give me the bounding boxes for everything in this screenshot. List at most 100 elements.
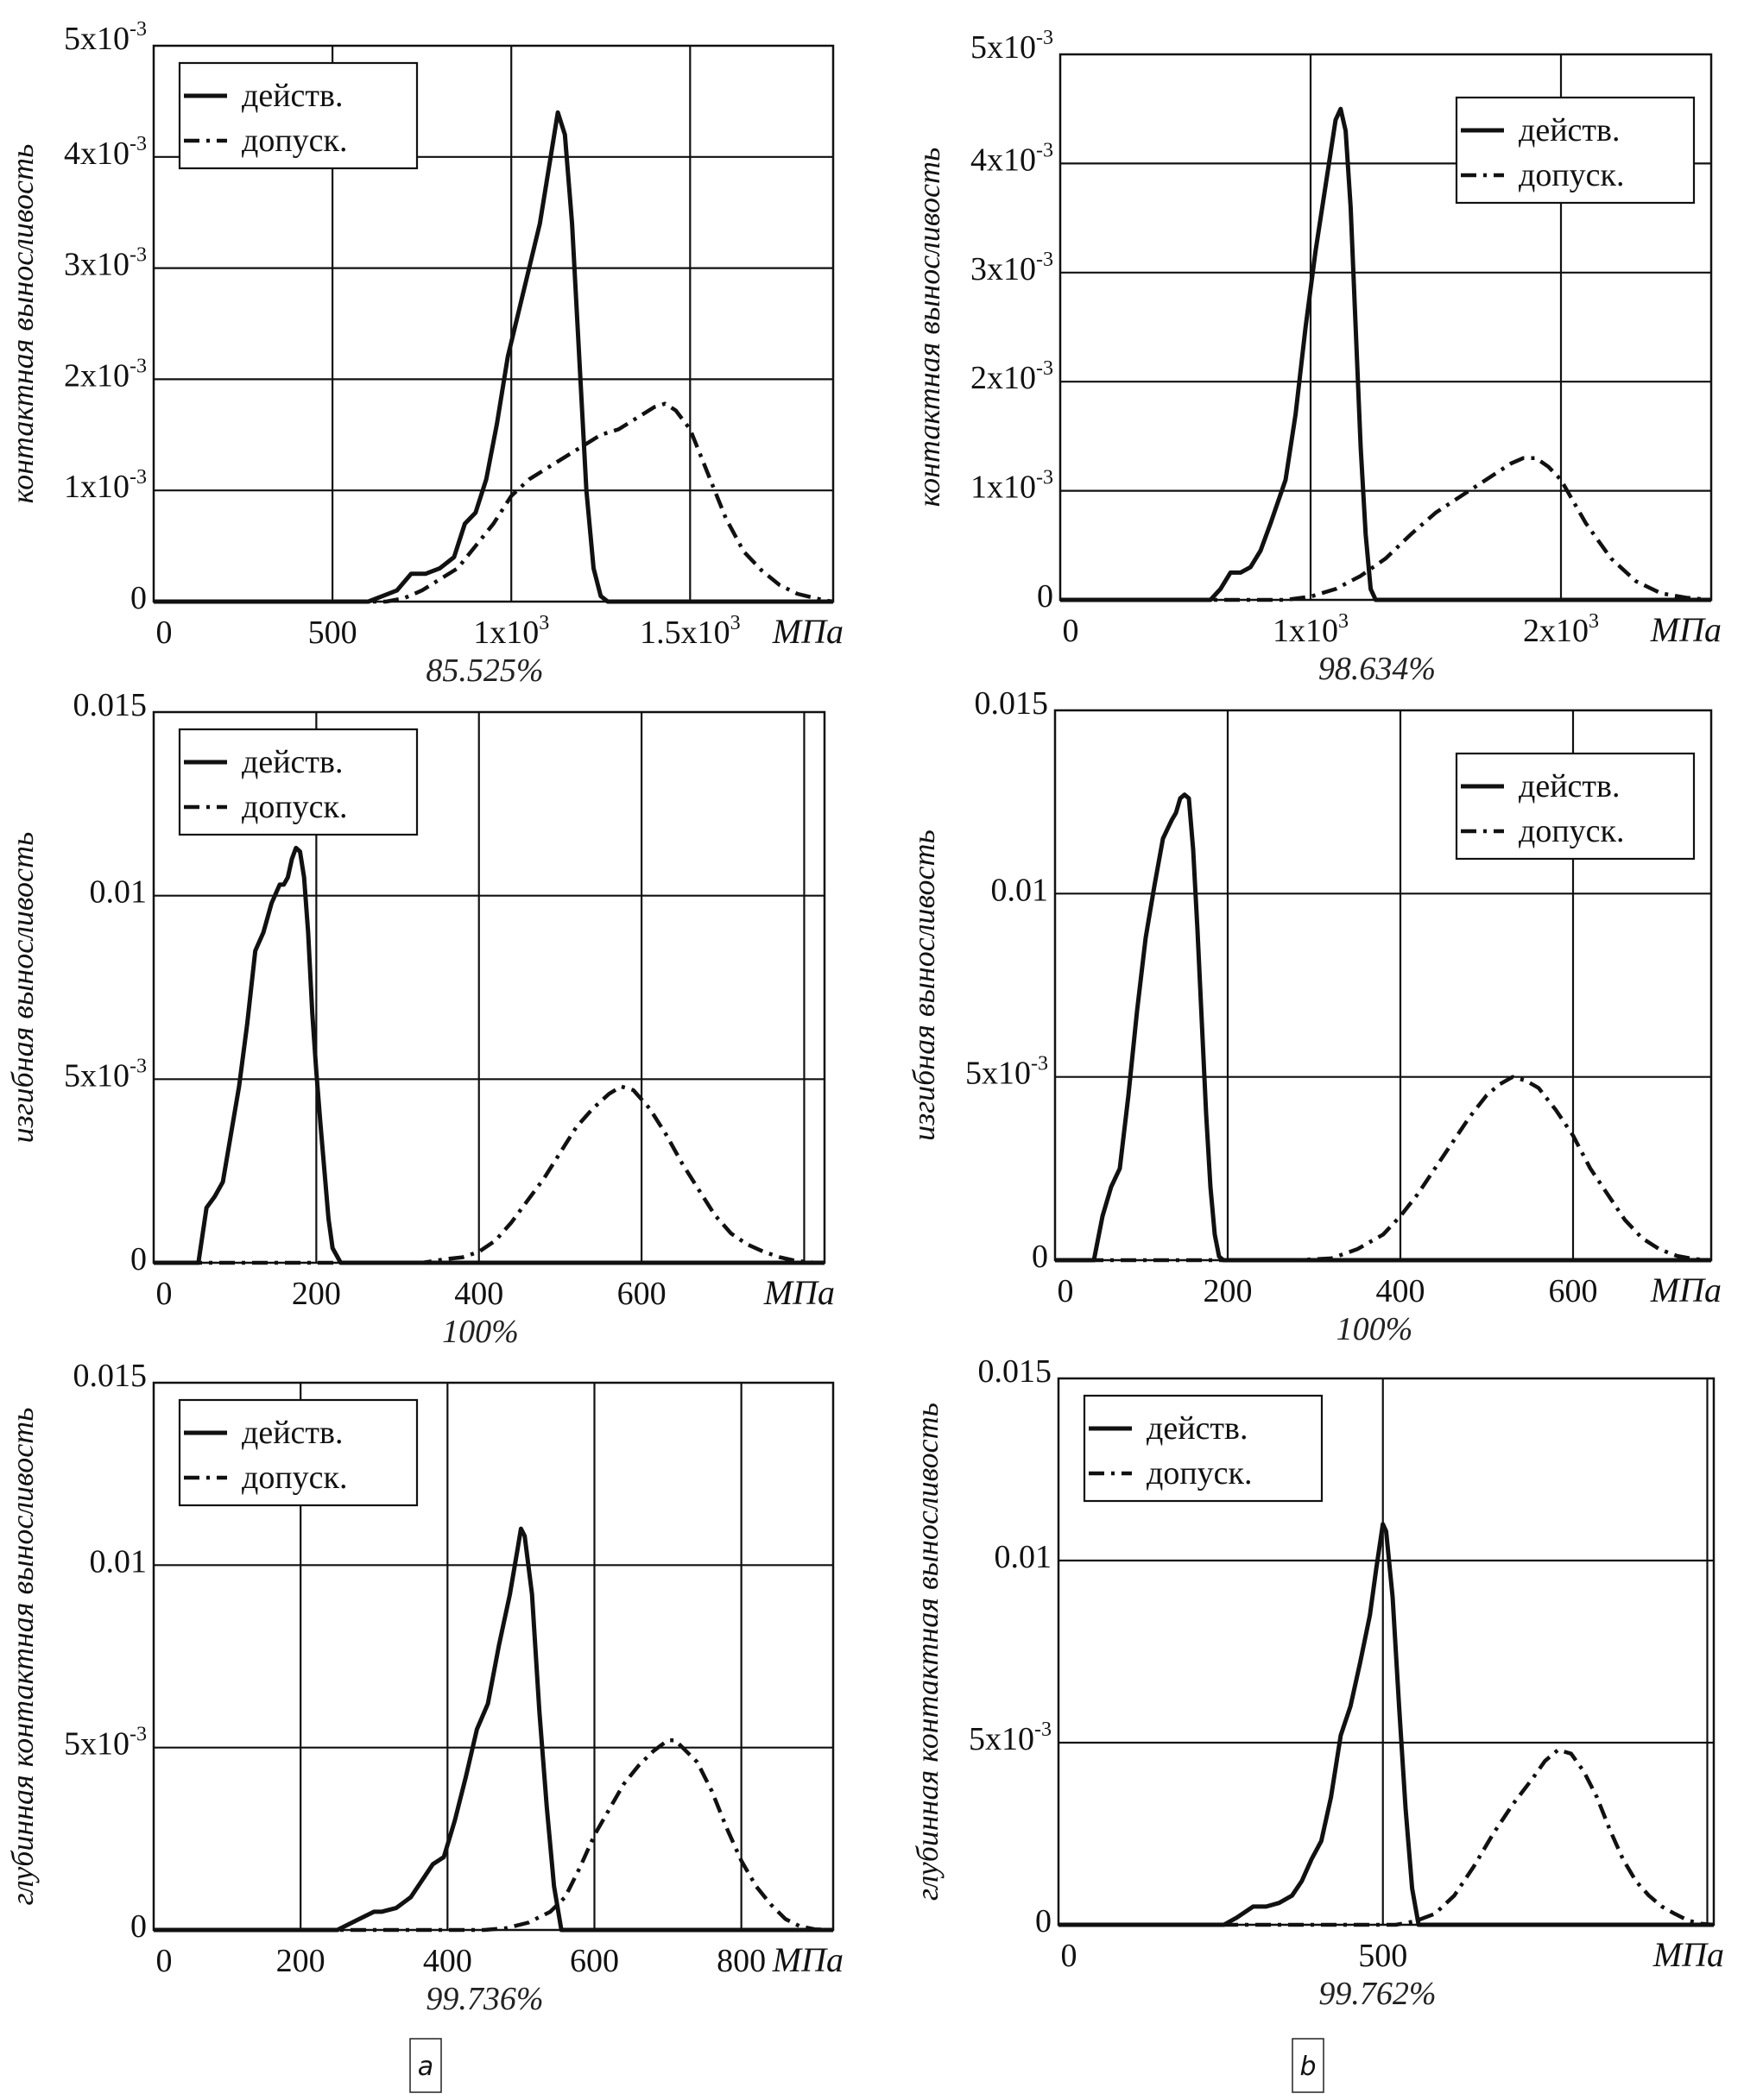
y-tick-label: 4x10-3 — [970, 139, 1053, 178]
panel-tag-label: b — [1299, 2052, 1316, 2082]
x-tick-label: 1x103 — [1273, 610, 1349, 649]
legend-box — [1455, 752, 1696, 861]
chart-panel-a-1: 0 1x10-3 2x10-3 3x10-3 4x10-3 5x10-3 0 500 1x103… — [5, 18, 844, 689]
legend: действ. допуск. — [178, 61, 419, 170]
legend-entry-label: действ. — [1519, 768, 1620, 804]
x-axis-unit-label: МПа — [1650, 1271, 1722, 1309]
y-tick-label: 0 — [1037, 578, 1053, 615]
series-line-actual — [1058, 1522, 1714, 1927]
series-line-allowable — [1060, 456, 1712, 602]
series-line-allowable — [1055, 1075, 1712, 1263]
legend-entry-label: действ. — [242, 1415, 343, 1451]
x-tick-label: 600 — [570, 1943, 619, 1979]
legend-box — [1083, 1394, 1324, 1503]
y-tick-label: 0 — [1032, 1239, 1048, 1275]
x-tick-label: 800 — [717, 1943, 766, 1979]
series-line-allowable — [154, 401, 834, 604]
legend: действ. допуск. — [178, 728, 419, 836]
y-tick-label: 0 — [130, 1908, 147, 1945]
panel-tag-a: a — [409, 2038, 442, 2093]
series-line-actual — [154, 1526, 833, 1933]
y-tick-label: 3x10-3 — [64, 244, 147, 283]
chart-panel-b-3: 0 5x10-3 0.01 0.015 0 500 МПа 99.762% глубинная … — [910, 1353, 1724, 2012]
x-tick-label: 0 — [1063, 613, 1079, 649]
x-tick-label: 0 — [156, 615, 173, 651]
y-tick-label: 0 — [130, 580, 147, 616]
y-tick-label: 2x10-3 — [64, 355, 147, 394]
y-tick-label: 2x10-3 — [970, 357, 1053, 396]
legend-entry-label: допуск. — [1519, 813, 1625, 849]
x-tick-label: 0 — [156, 1276, 173, 1312]
y-tick-label: 5x10-3 — [970, 27, 1053, 66]
x-tick-label: 200 — [276, 1943, 325, 1979]
y-tick-label: 5x10-3 — [64, 18, 147, 57]
legend-entry-label: допуск. — [242, 1460, 348, 1496]
plot-frame — [152, 44, 835, 603]
x-tick-label: 2x103 — [1523, 610, 1599, 649]
plot-frame — [1057, 1377, 1716, 1927]
y-tick-label: 4x10-3 — [64, 133, 147, 172]
probability-label: 85.525% — [426, 653, 543, 689]
panel-tag-label: a — [418, 2052, 433, 2082]
x-tick-label: 0 — [1058, 1273, 1074, 1309]
y-tick-label: 5x10-3 — [64, 1724, 147, 1763]
y-tick-label: 0 — [1035, 1903, 1052, 1939]
y-axis-label: контактная выносливость — [5, 144, 40, 504]
x-tick-label: 400 — [423, 1943, 472, 1979]
y-tick-label: 3x10-3 — [970, 249, 1053, 287]
x-tick-label: 400 — [454, 1276, 503, 1312]
x-tick-label: 600 — [1549, 1273, 1598, 1309]
x-tick-label: 1.5x103 — [640, 612, 741, 651]
y-tick-label: 0.01 — [90, 874, 148, 911]
y-tick-label: 0.015 — [73, 1358, 148, 1394]
x-axis-unit-label: МПа — [772, 612, 844, 651]
legend: действ. допуск. — [1455, 752, 1696, 861]
x-tick-label: 400 — [1376, 1273, 1425, 1309]
x-tick-label: 0 — [1061, 1938, 1077, 1974]
chart-panel-b-2: 0 5x10-3 0.01 0.015 0 200 400 600 МПа 100% изгибна… — [907, 685, 1722, 1347]
legend-entry-label: допуск. — [242, 789, 348, 825]
probability-label: 100% — [442, 1314, 519, 1350]
x-tick-label: 200 — [292, 1276, 341, 1312]
y-axis-label: контактная выносливость — [912, 148, 946, 508]
chart-panel-a-3: 0 5x10-3 0.01 0.015 0 200 400 600 800 МПа 99.736% г… — [5, 1358, 844, 2017]
probability-label: 100% — [1336, 1311, 1413, 1347]
legend-entry-label: действ. — [242, 744, 343, 780]
series-line-allowable — [154, 1084, 825, 1265]
x-axis-unit-label: МПа — [772, 1940, 844, 1979]
y-tick-label: 0.01 — [90, 1543, 148, 1580]
y-tick-label: 0 — [130, 1241, 147, 1277]
y-tick-label: 0.01 — [995, 1539, 1052, 1575]
legend-entry-label: допуск. — [242, 123, 348, 159]
x-axis-unit-label: МПа — [1652, 1935, 1724, 1974]
x-tick-label: 1x103 — [473, 612, 549, 651]
y-axis-label: изгибная выносливость — [907, 829, 941, 1141]
y-tick-label: 5x10-3 — [64, 1055, 147, 1094]
x-axis-unit-label: МПа — [763, 1273, 835, 1312]
legend-entry-label: действ. — [1147, 1410, 1248, 1447]
x-axis-unit-label: МПа — [1650, 610, 1722, 649]
panel-tag-box — [1292, 2038, 1324, 2093]
y-tick-label: 1x10-3 — [64, 466, 147, 505]
y-tick-label: 0.015 — [73, 687, 148, 723]
y-tick-label: 1x10-3 — [970, 467, 1053, 506]
panel-tag-b: b — [1292, 2038, 1324, 2093]
legend-box — [178, 61, 419, 170]
legend-entry-label: действ. — [1519, 112, 1620, 148]
y-axis-label: глубинная контактная выносливость — [910, 1403, 945, 1901]
y-tick-label: 0.015 — [975, 685, 1049, 722]
y-axis-label: глубинная контактная выносливость — [5, 1407, 40, 1905]
legend-entry-label: допуск. — [1519, 157, 1625, 193]
series-line-actual — [1060, 106, 1711, 602]
x-tick-label: 200 — [1204, 1273, 1253, 1309]
series-line-allowable — [1058, 1748, 1715, 1927]
legend: действ. допуск. — [1455, 96, 1696, 205]
chart-panel-a-2: 0 5x10-3 0.01 0.015 0 200 400 600 МПа 100% изгибна… — [5, 687, 835, 1350]
legend: действ. допуск. — [178, 1398, 419, 1507]
legend: действ. допуск. — [1083, 1394, 1324, 1503]
legend-entry-label: допуск. — [1147, 1455, 1253, 1491]
series-line-actual — [154, 845, 825, 1265]
y-tick-label: 5x10-3 — [969, 1718, 1052, 1757]
x-tick-label: 0 — [156, 1943, 173, 1979]
